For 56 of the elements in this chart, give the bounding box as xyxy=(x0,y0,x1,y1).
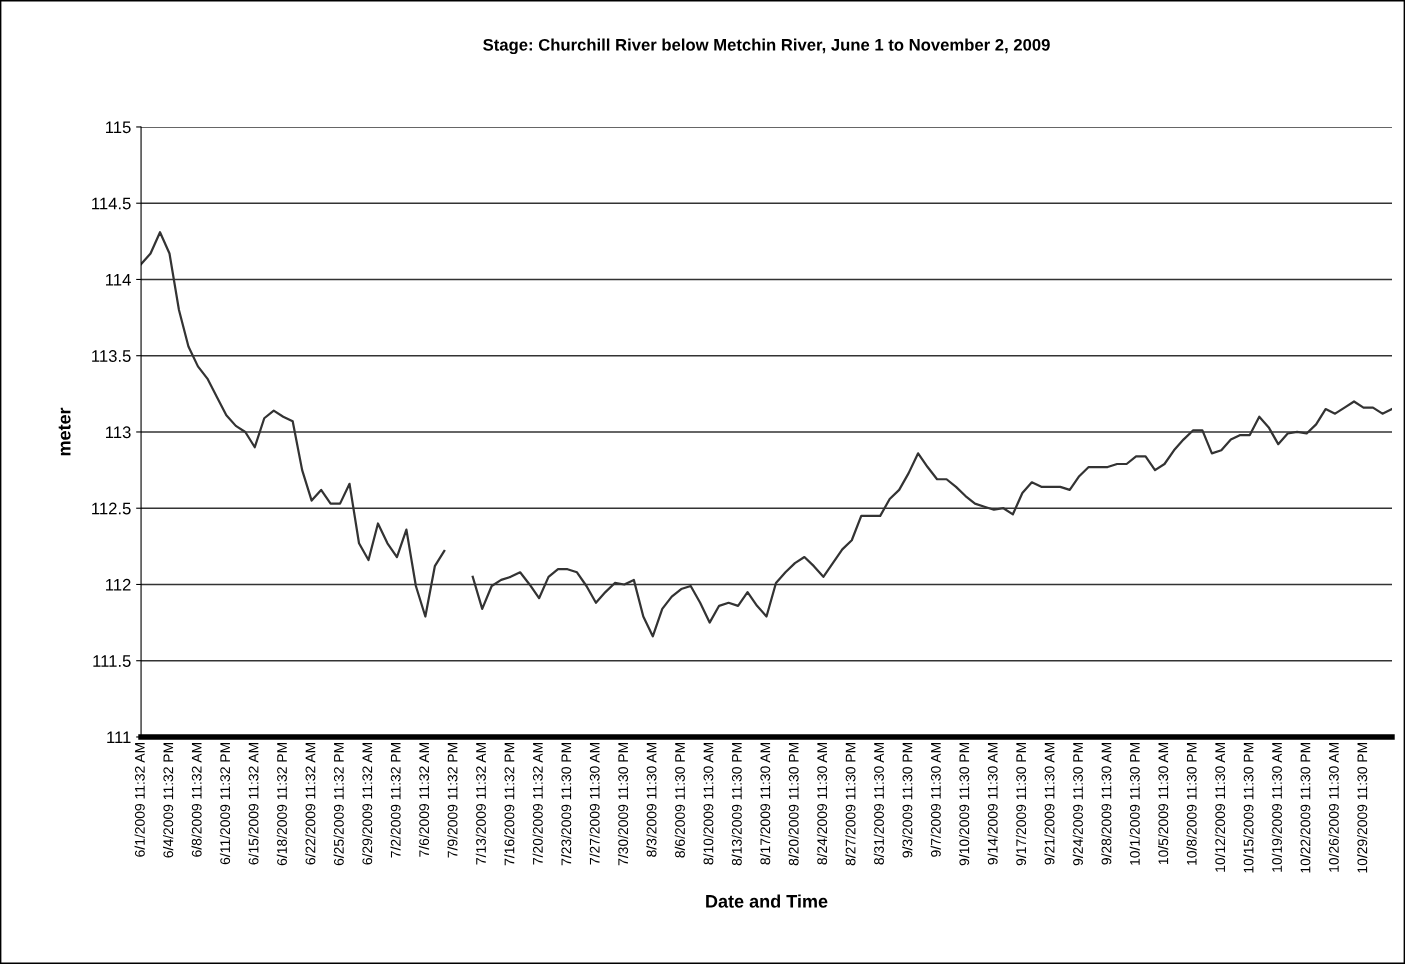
x-tick-label: 8/20/2009 11:30 PM xyxy=(788,742,799,866)
x-tick-label: 10/8/2009 11:30 PM xyxy=(1186,742,1197,865)
x-axis-title: Date and Time xyxy=(706,894,828,908)
x-tick-label: 7/27/2009 11:30 AM xyxy=(589,742,600,865)
x-tick-label: 7/6/2009 11:32 AM xyxy=(418,742,430,857)
x-tick-label: 9/3/2009 11:30 PM xyxy=(902,742,913,858)
x-tick-label: 10/22/2009 11:30 PM xyxy=(1300,742,1311,873)
x-tick-label: 6/11/2009 11:32 PM xyxy=(219,742,231,865)
chart-title: Stage: Churchill River below Metchin River, June 1 to November 2, 2009 xyxy=(483,38,1050,55)
x-tick-label: 9/7/2009 11:30 AM xyxy=(930,742,941,857)
y-axis-title: meter xyxy=(58,407,71,456)
x-tick-label: 9/28/2009 11:30 AM xyxy=(1101,742,1112,865)
x-tick-label: 7/23/2009 11:30 PM xyxy=(561,742,572,866)
y-tick-label: 112.5 xyxy=(92,502,131,515)
y-tick-label: 114.5 xyxy=(92,197,131,210)
x-tick-label: 9/21/2009 11:30 AM xyxy=(1044,742,1055,865)
x-tick-label: 7/30/2009 11:30 PM xyxy=(617,742,629,866)
x-tick-label: 6/29/2009 11:32 AM xyxy=(362,742,373,865)
x-tick-label: 6/15/2009 11:32 AM xyxy=(248,742,259,865)
x-tick-label: 6/18/2009 11:32 PM xyxy=(276,742,287,866)
x-tick-label: 7/16/2009 11:32 PM xyxy=(504,742,515,866)
x-tick-label: 6/8/2009 11:32 AM xyxy=(191,742,202,857)
x-tick-label: 7/13/2009 11:32 AM xyxy=(475,742,486,865)
y-tick-label: 112 xyxy=(106,578,131,591)
x-tick-label: 6/22/2009 11:32 AM xyxy=(305,742,316,865)
x-tick-label: 7/2/2009 11:32 PM xyxy=(390,742,401,858)
y-tick-label: 111 xyxy=(107,731,131,744)
x-tick-label: 6/1/2009 11:32 AM xyxy=(134,742,145,857)
x-tick-label: 6/4/2009 11:32 PM xyxy=(163,742,174,858)
x-tick-label: 7/9/2009 11:32 PM xyxy=(447,742,458,858)
x-tick-label: 10/12/2009 11:30 AM xyxy=(1214,742,1226,872)
x-tick-label: 10/26/2009 11:30 AM xyxy=(1328,742,1339,872)
x-tick-label: 9/10/2009 11:30 PM xyxy=(959,742,970,866)
x-tick-label: 8/31/2009 11:30 AM xyxy=(873,742,884,865)
x-tick-label: 8/17/2009 11:30 AM xyxy=(760,742,771,865)
x-tick-label: 10/15/2009 11:30 PM xyxy=(1243,742,1254,873)
x-tick-label: 9/24/2009 11:30 PM xyxy=(1072,742,1083,866)
x-tick-label: 8/27/2009 11:30 PM xyxy=(845,742,856,866)
y-tick-label: 113 xyxy=(106,426,131,439)
x-tick-label: 10/29/2009 11:30 PM xyxy=(1357,742,1368,873)
x-tick-label: 8/13/2009 11:30 PM xyxy=(731,742,742,866)
x-tick-label: 6/25/2009 11:32 PM xyxy=(333,742,344,866)
x-tick-label: 9/14/2009 11:30 AM xyxy=(987,742,998,865)
x-tick-label: 7/20/2009 11:32 AM xyxy=(532,742,543,865)
y-tick-label: 113.5 xyxy=(92,350,131,362)
x-tick-label: 10/19/2009 11:30 AM xyxy=(1271,742,1282,872)
x-tick-label: 9/17/2009 11:30 PM xyxy=(1015,742,1027,866)
x-tick-label: 10/1/2009 11:30 PM xyxy=(1129,742,1140,865)
y-tick-label: 114 xyxy=(106,274,131,286)
x-tick-label: 10/5/2009 11:30 AM xyxy=(1158,742,1169,865)
y-tick-label: 111.5 xyxy=(93,655,131,667)
x-tick-label: 8/24/2009 11:30 AM xyxy=(816,742,828,865)
x-tick-label: 8/6/2009 11:30 PM xyxy=(674,742,685,858)
x-tick-label: 8/10/2009 11:30 AM xyxy=(703,742,714,865)
y-tick-label: 115 xyxy=(106,121,131,134)
x-tick-label: 8/3/2009 11:30 AM xyxy=(646,742,657,857)
